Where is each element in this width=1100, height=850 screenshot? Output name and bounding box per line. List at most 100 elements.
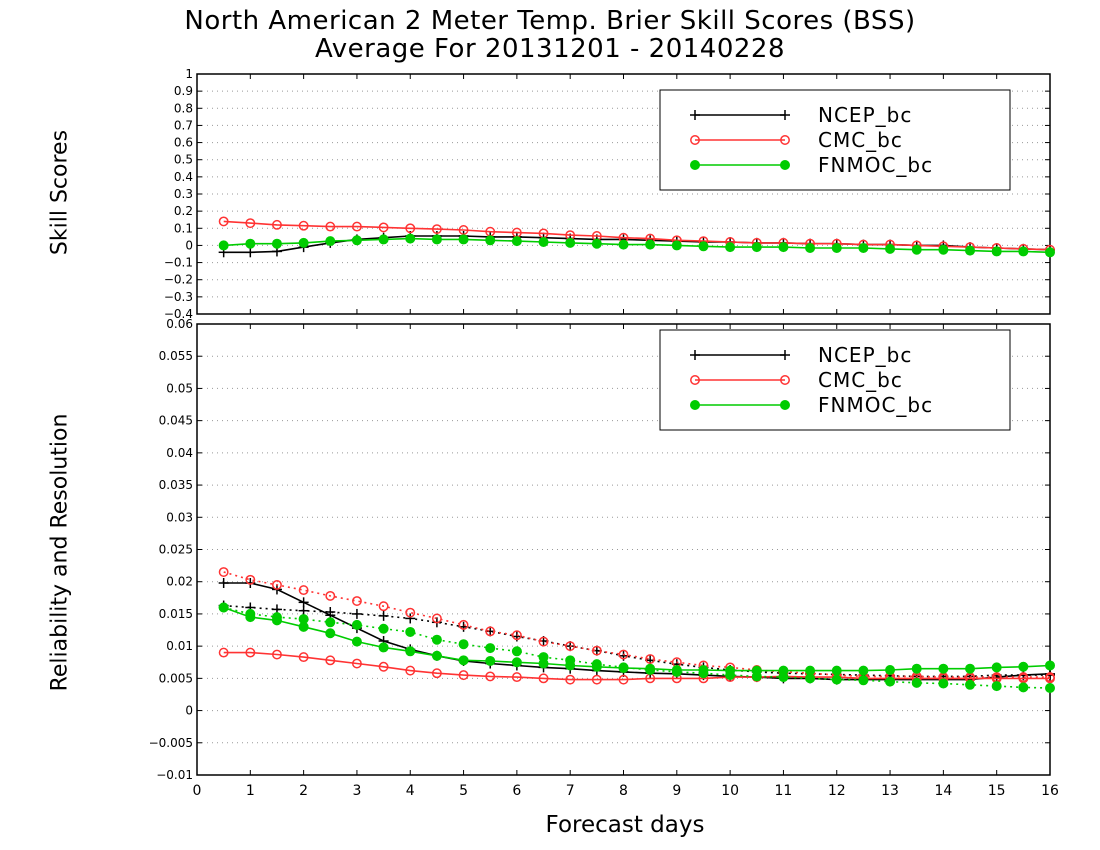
legend-label-ncep-bc: NCEP_bc <box>818 103 912 127</box>
x-axis-label: Forecast days <box>545 812 705 838</box>
data-point <box>218 647 229 658</box>
data-point <box>485 235 496 246</box>
data-point <box>405 607 416 618</box>
x-tick-label: 0 <box>193 783 202 799</box>
data-point <box>591 674 602 685</box>
data-point <box>245 574 256 585</box>
x-tick-label: 11 <box>775 783 793 799</box>
data-point <box>351 658 362 669</box>
y-tick-label: −0.1 <box>164 256 193 270</box>
y-tick-label: 0.05 <box>166 381 193 395</box>
data-point <box>538 237 549 247</box>
y-tick-label: 0.02 <box>166 575 193 589</box>
data-point <box>405 233 416 244</box>
data-point <box>1045 683 1055 694</box>
legend-label-cmc-bc: CMC_bc <box>818 128 903 152</box>
data-point <box>698 668 709 679</box>
data-point <box>351 596 362 606</box>
data-point <box>565 641 576 652</box>
data-point <box>378 222 389 233</box>
data-point <box>618 662 629 673</box>
data-point <box>458 639 469 650</box>
data-point <box>325 590 336 601</box>
data-point <box>645 654 656 664</box>
series-fnmoc-bc-dotted <box>218 602 1055 694</box>
x-tick-label: 16 <box>1041 783 1059 799</box>
y-tick-label: 0.1 <box>174 221 193 235</box>
legend-label-cmc-bc: CMC_bc <box>818 368 903 392</box>
data-point <box>431 224 442 235</box>
data-point <box>991 681 1002 692</box>
data-point <box>325 221 336 232</box>
data-point <box>378 623 389 634</box>
y-tick-label: −0.3 <box>164 290 193 304</box>
data-point <box>1018 661 1029 672</box>
data-point <box>485 655 496 666</box>
data-point <box>271 238 282 249</box>
x-tick-label: 13 <box>881 783 899 799</box>
legend-marker-end <box>780 160 790 170</box>
data-point <box>325 617 336 628</box>
series-fnmoc-bc <box>218 233 1055 258</box>
y-tick-label: 0.04 <box>166 446 193 460</box>
data-point <box>378 661 389 672</box>
x-tick-label: 7 <box>566 783 575 799</box>
legend-marker-end <box>780 375 790 385</box>
data-point <box>351 235 362 246</box>
y-tick-label: −0.005 <box>149 736 193 750</box>
data-point <box>671 666 682 677</box>
data-point <box>885 664 896 675</box>
legend-label-ncep-bc: NCEP_bc <box>818 343 912 367</box>
y-tick-label: −0.4 <box>164 307 193 321</box>
data-point <box>591 645 602 656</box>
y-tick-label: 0.5 <box>174 153 193 167</box>
data-point <box>245 238 256 249</box>
y-tick-label: −0.2 <box>164 273 193 287</box>
series-cmc-bc-dotted <box>218 567 1055 683</box>
data-point <box>351 619 362 630</box>
data-point <box>218 216 229 227</box>
y-tick-label: 0.9 <box>174 84 193 98</box>
data-point <box>778 672 789 683</box>
data-point <box>271 612 282 623</box>
data-point <box>272 579 282 590</box>
series-line <box>223 606 1051 672</box>
y-tick-label: 1 <box>185 67 193 81</box>
panel-skill-scores: −0.4 −0.3 −0.2 −0.1 0 0.1 0.2 0.3 0.4 0.5 0.6 0.7 0.… <box>164 67 1055 321</box>
data-point <box>405 626 416 637</box>
data-point <box>831 665 842 676</box>
series-line <box>223 606 1051 689</box>
data-point <box>351 221 362 232</box>
data-point <box>938 244 949 255</box>
data-point <box>991 662 1002 673</box>
data-point <box>725 242 736 253</box>
data-point <box>911 244 922 255</box>
data-point <box>511 236 522 247</box>
data-point <box>485 626 496 637</box>
data-point <box>378 234 389 245</box>
data-point <box>831 243 842 253</box>
data-point <box>591 238 602 249</box>
legend-label-fnmoc-bc: FNMOC_bc <box>818 153 933 177</box>
panel-reliability-resolution: −0.01 −0.005 0 0.005 0.01 0.015 0.02 0.025 0.03 0… <box>149 317 1059 799</box>
data-point <box>538 636 549 647</box>
series-line <box>223 571 1050 678</box>
x-tick-label: 1 <box>246 783 255 799</box>
legend-label-fnmoc-bc: FNMOC_bc <box>818 393 933 417</box>
data-point <box>805 673 816 684</box>
legend-marker-start <box>690 135 700 145</box>
series-cmc-bc <box>218 647 1055 685</box>
x-tick-label: 14 <box>934 783 952 799</box>
data-point <box>511 630 522 641</box>
data-point <box>298 220 309 231</box>
y-tick-label: 0.3 <box>174 187 193 201</box>
data-point <box>938 663 949 674</box>
y-tick-label: 0.025 <box>159 543 193 557</box>
y-tick-label: 0.7 <box>174 118 193 132</box>
data-point <box>1045 660 1055 671</box>
data-point <box>218 602 229 613</box>
